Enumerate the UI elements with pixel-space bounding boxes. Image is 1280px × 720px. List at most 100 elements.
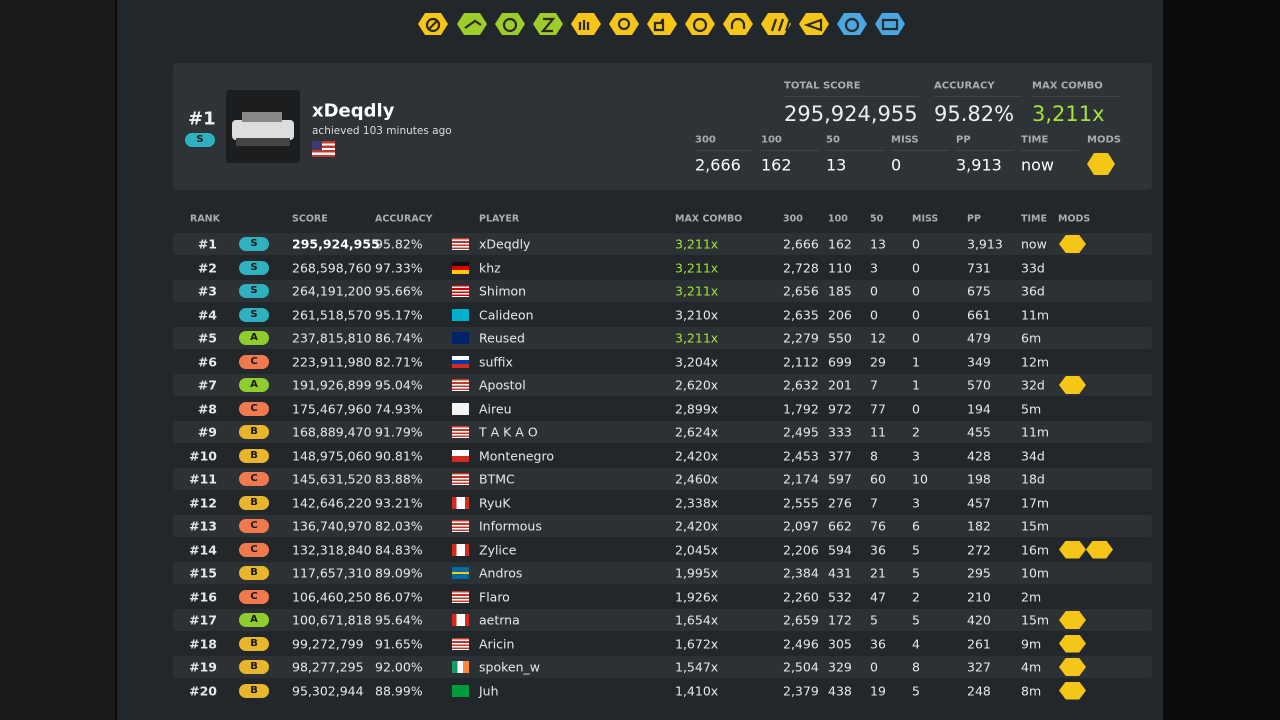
cell: 261,518,570 bbox=[292, 307, 372, 322]
grade-badge: B bbox=[239, 566, 269, 580]
flag bbox=[452, 637, 469, 650]
cell: 21 bbox=[870, 565, 886, 581]
player-name[interactable]: RyuK bbox=[479, 495, 511, 510]
cell: 264,191,200 bbox=[292, 283, 372, 299]
player-name[interactable]: Flaro bbox=[479, 589, 510, 604]
cell: 431 bbox=[828, 565, 852, 581]
flag bbox=[452, 684, 469, 697]
player-name[interactable]: Shimon bbox=[479, 283, 527, 299]
rank: #4 bbox=[197, 307, 217, 322]
detail-value: 3,913 bbox=[956, 155, 1002, 175]
flag bbox=[452, 496, 469, 509]
cell: 295 bbox=[967, 565, 991, 581]
grade-badge: C bbox=[239, 589, 269, 604]
player-name[interactable]: Andros bbox=[479, 565, 523, 581]
cell: 479 bbox=[967, 330, 991, 346]
player-name[interactable]: Informous bbox=[479, 518, 542, 534]
cell: 198 bbox=[967, 471, 991, 487]
player-name[interactable]: khz bbox=[479, 260, 501, 275]
mod-icon bbox=[1059, 376, 1086, 394]
cell: 5 bbox=[870, 612, 878, 628]
player-name[interactable]: xDeqdly bbox=[479, 236, 531, 252]
flag bbox=[452, 426, 469, 438]
flag bbox=[452, 308, 469, 321]
top-score-card bbox=[173, 63, 1152, 190]
cell: 168,889,470 bbox=[292, 424, 372, 440]
flag bbox=[452, 543, 469, 556]
cell: 3,211x bbox=[675, 236, 719, 252]
mod-selector[interactable] bbox=[410, 12, 920, 46]
row-background bbox=[173, 468, 1152, 490]
cell: 36d bbox=[1021, 283, 1045, 299]
flag bbox=[452, 567, 469, 579]
cell: 594 bbox=[828, 542, 852, 557]
stat-value: 95.82% bbox=[934, 102, 1015, 126]
cell: 0 bbox=[870, 659, 878, 675]
cell: 0 bbox=[912, 283, 920, 299]
mod-icon bbox=[1059, 235, 1086, 253]
cell: 172 bbox=[828, 612, 852, 628]
detail-value: 13 bbox=[826, 155, 847, 175]
cell: 597 bbox=[828, 471, 852, 487]
cell: 570 bbox=[967, 377, 991, 393]
detail-label: 50 bbox=[826, 134, 840, 146]
grade-badge: C bbox=[239, 519, 269, 533]
rank: #14 bbox=[189, 542, 217, 557]
cell: 0 bbox=[912, 236, 920, 252]
cell: 97.33% bbox=[375, 260, 423, 275]
top-player[interactable]: xDeqdly bbox=[312, 100, 395, 122]
player-name[interactable]: Aricin bbox=[479, 636, 515, 651]
cell: 420 bbox=[967, 612, 991, 628]
cell: 95.82% bbox=[375, 236, 423, 252]
divider bbox=[784, 96, 919, 97]
player-name[interactable]: suffix bbox=[479, 354, 513, 369]
player-name[interactable]: BTMC bbox=[479, 471, 515, 487]
player-name[interactable]: Zylice bbox=[479, 542, 517, 557]
cell: 2,279 bbox=[783, 330, 819, 346]
cell: 457 bbox=[967, 495, 991, 510]
player-name[interactable]: spoken_w bbox=[479, 659, 540, 675]
cell: 91.79% bbox=[375, 424, 423, 440]
cell: 34d bbox=[1021, 448, 1045, 463]
rank: #15 bbox=[189, 565, 217, 581]
cell: 90.81% bbox=[375, 448, 423, 463]
cell: 268,598,760 bbox=[292, 260, 372, 275]
cell: 76 bbox=[870, 518, 886, 534]
player-name[interactable]: Calideon bbox=[479, 307, 534, 322]
player-name[interactable]: Apostol bbox=[479, 377, 526, 393]
player-name[interactable]: Juh bbox=[479, 683, 499, 698]
grade-badge: B bbox=[239, 448, 269, 463]
column-header: PLAYER bbox=[479, 213, 520, 225]
player-name[interactable]: Aireu bbox=[479, 401, 512, 416]
cell: 93.21% bbox=[375, 495, 423, 510]
cell: 3,211x bbox=[675, 260, 719, 275]
grade-badge: S bbox=[239, 307, 269, 322]
cell: 2 bbox=[912, 589, 920, 604]
cell: 2,260 bbox=[783, 589, 819, 604]
cell: 82.71% bbox=[375, 354, 423, 369]
cell: 0 bbox=[912, 307, 920, 322]
detail-label: 300 bbox=[695, 134, 716, 146]
cell: 248 bbox=[967, 683, 991, 698]
cell: 662 bbox=[828, 518, 852, 534]
rank: #16 bbox=[189, 589, 217, 604]
cell: 532 bbox=[828, 589, 852, 604]
row-background bbox=[173, 609, 1152, 631]
cell: 3 bbox=[870, 260, 878, 275]
cell: 6 bbox=[912, 518, 920, 534]
player-name[interactable]: Reused bbox=[479, 330, 525, 346]
grade-badge: A bbox=[239, 378, 269, 392]
grade-badge: B bbox=[239, 425, 269, 439]
row-background bbox=[173, 421, 1152, 443]
cell: 428 bbox=[967, 448, 991, 463]
player-name[interactable]: Montenegro bbox=[479, 448, 555, 463]
cell: 60 bbox=[870, 471, 886, 487]
cell: 110 bbox=[828, 260, 852, 275]
player-name[interactable]: aetrna bbox=[479, 612, 520, 628]
cell: 731 bbox=[967, 260, 991, 275]
detail-label: MODS bbox=[1087, 134, 1121, 146]
cell: 74.93% bbox=[375, 401, 423, 416]
row-background bbox=[173, 327, 1152, 349]
player-name[interactable]: T A K A O bbox=[479, 424, 538, 440]
